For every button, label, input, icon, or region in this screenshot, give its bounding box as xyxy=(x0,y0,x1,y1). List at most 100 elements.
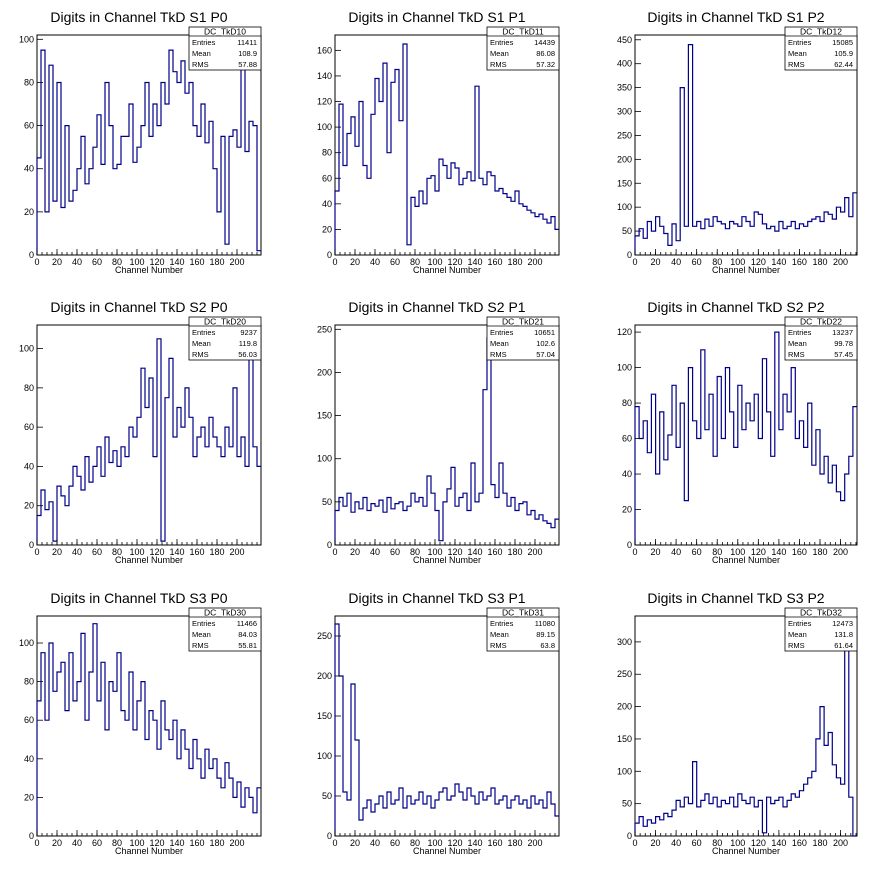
stats-label: RMS xyxy=(192,60,209,69)
x-tick-label: 20 xyxy=(52,257,62,267)
histogram-panel-5: Digits in Channel TkD S2 P1 0 20 40 60 80 100 1… xyxy=(317,299,560,565)
stats-label: Mean xyxy=(192,630,211,639)
stats-value: 56.03 xyxy=(238,350,257,359)
chart-title: Digits in Channel TkD S2 P1 xyxy=(348,299,525,315)
stats-box xyxy=(784,26,858,71)
x-tick-label: 40 xyxy=(671,838,681,848)
x-tick-label: 140 xyxy=(771,547,786,557)
x-tick-label: 120 xyxy=(751,257,766,267)
stats-value: 14439 xyxy=(534,38,555,47)
y-tick-label: 200 xyxy=(317,671,332,681)
stats-box xyxy=(188,316,262,361)
y-tick-label: 60 xyxy=(24,715,34,725)
x-tick-label: 180 xyxy=(812,547,827,557)
chart-title: Digits in Channel TkD S3 P0 xyxy=(50,590,227,606)
x-tick-label: 20 xyxy=(350,257,360,267)
x-tick-label: 40 xyxy=(671,547,681,557)
x-tick-label: 100 xyxy=(129,547,144,557)
y-tick-label: 0 xyxy=(327,540,332,550)
stats-name: DC_TkD12 xyxy=(800,27,842,37)
x-tick-label: 140 xyxy=(467,547,482,557)
x-tick-label: 200 xyxy=(833,838,848,848)
stats-label: Entries xyxy=(490,328,514,337)
y-tick-label: 450 xyxy=(617,35,632,45)
x-tick-label: 100 xyxy=(730,257,745,267)
x-axis-label: Channel Number xyxy=(115,846,183,856)
plot-frame xyxy=(36,34,262,256)
histogram-series xyxy=(36,338,261,545)
histogram-panel-6: Digits in Channel TkD S2 P2 0 20 40 60 80 100 1… xyxy=(617,299,858,565)
y-tick-label: 120 xyxy=(617,327,632,337)
chart-title: Digits in Channel TkD S2 P0 xyxy=(50,299,227,315)
stats-value: 102.6 xyxy=(536,339,555,348)
x-tick-label: 80 xyxy=(112,547,122,557)
chart-title: Digits in Channel TkD S3 P2 xyxy=(647,590,824,606)
y-tick-label: 250 xyxy=(617,669,632,679)
x-axis-label: Channel Number xyxy=(413,555,481,565)
x-tick-label: 0 xyxy=(34,547,39,557)
x-tick-label: 20 xyxy=(651,547,661,557)
histogram-series xyxy=(36,623,261,836)
plot-frame xyxy=(36,324,262,546)
x-tick-label: 0 xyxy=(332,257,337,267)
stats-name: DC_TkD22 xyxy=(800,317,842,327)
x-tick-label: 160 xyxy=(189,838,204,848)
stats-label: Entries xyxy=(490,38,514,47)
x-axis-label: Channel Number xyxy=(712,555,780,565)
y-tick-label: 40 xyxy=(24,754,34,764)
stats-box xyxy=(188,607,262,652)
histogram-panel-4: Digits in Channel TkD S2 P0 0 20 40 60 80 100 1… xyxy=(19,299,262,565)
y-tick-label: 40 xyxy=(24,164,34,174)
x-tick-label: 120 xyxy=(447,257,462,267)
y-tick-label: 250 xyxy=(617,130,632,140)
x-tick-label: 120 xyxy=(149,547,164,557)
x-tick-label: 120 xyxy=(149,838,164,848)
x-tick-label: 160 xyxy=(487,257,502,267)
stats-value: 11466 xyxy=(237,619,257,628)
y-tick-label: 0 xyxy=(29,250,34,260)
x-axis-label: Channel Number xyxy=(413,846,481,856)
stats-label: Mean xyxy=(490,339,509,348)
x-tick-label: 80 xyxy=(712,257,722,267)
x-tick-label: 180 xyxy=(209,838,224,848)
x-tick-label: 180 xyxy=(209,547,224,557)
x-tick-label: 140 xyxy=(771,838,786,848)
y-tick-label: 50 xyxy=(322,497,332,507)
stats-label: Entries xyxy=(788,38,812,47)
x-tick-label: 160 xyxy=(792,838,807,848)
y-tick-label: 100 xyxy=(317,751,332,761)
x-tick-label: 20 xyxy=(651,838,661,848)
stats-value: 11080 xyxy=(535,619,555,628)
y-tick-label: 300 xyxy=(617,107,632,117)
chart-title: Digits in Channel TkD S1 P2 xyxy=(647,9,824,25)
y-tick-label: 60 xyxy=(24,121,34,131)
x-tick-label: 160 xyxy=(487,838,502,848)
x-tick-label: 160 xyxy=(792,257,807,267)
x-tick-label: 200 xyxy=(527,547,542,557)
x-tick-label: 60 xyxy=(390,838,400,848)
y-tick-label: 20 xyxy=(24,792,34,802)
y-tick-label: 0 xyxy=(627,831,632,841)
x-tick-label: 80 xyxy=(112,257,122,267)
y-tick-label: 80 xyxy=(622,398,632,408)
stats-label: RMS xyxy=(192,350,209,359)
y-tick-label: 0 xyxy=(29,540,34,550)
stats-value: 89.15 xyxy=(536,630,555,639)
x-tick-label: 0 xyxy=(332,547,337,557)
x-tick-label: 40 xyxy=(72,547,82,557)
stats-name: DC_TkD30 xyxy=(204,608,246,618)
x-tick-label: 100 xyxy=(427,838,442,848)
y-tick-label: 50 xyxy=(622,799,632,809)
x-tick-label: 120 xyxy=(149,257,164,267)
y-tick-label: 40 xyxy=(322,199,332,209)
histogram-series xyxy=(334,623,559,836)
stats-value: 10651 xyxy=(534,328,555,337)
stats-label: RMS xyxy=(490,60,507,69)
x-tick-label: 200 xyxy=(833,257,848,267)
stats-value: 11411 xyxy=(237,38,257,47)
stats-value: 12473 xyxy=(832,619,853,628)
stats-label: Entries xyxy=(490,619,514,628)
plot-frame xyxy=(634,615,858,837)
x-tick-label: 180 xyxy=(507,547,522,557)
x-tick-label: 80 xyxy=(712,838,722,848)
